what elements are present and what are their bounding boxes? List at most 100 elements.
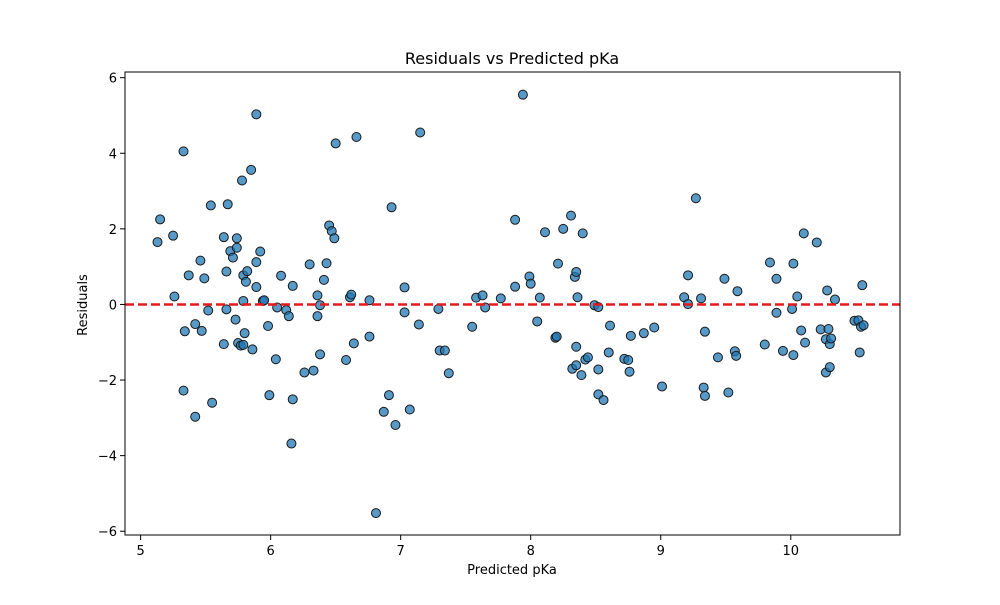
data-point [207, 397, 218, 408]
data-point [798, 228, 809, 239]
x-tick-label: 7 [397, 544, 405, 559]
data-point [255, 246, 266, 257]
data-point [699, 326, 710, 337]
y-tick-label: 0 [109, 298, 117, 313]
data-point [221, 266, 232, 277]
data-point [857, 280, 868, 291]
y-axis-label: Residuals [76, 274, 91, 336]
data-point [698, 382, 709, 393]
data-point [534, 292, 545, 303]
plot-area-frame [124, 71, 901, 536]
data-point [822, 285, 833, 296]
data-point [571, 360, 582, 371]
data-point [178, 146, 189, 157]
data-point [239, 328, 250, 339]
y-axis-ticks: −6 −4 −2 0 2 4 6 [98, 72, 125, 540]
data-point [230, 314, 241, 325]
data-point [304, 259, 315, 270]
data-point [341, 355, 352, 366]
data-point [558, 223, 569, 234]
data-point [251, 282, 262, 293]
data-point [364, 295, 375, 306]
data-points [152, 89, 869, 519]
x-tick-label: 9 [657, 544, 665, 559]
data-point [221, 304, 232, 315]
data-point [723, 387, 734, 398]
data-point [178, 385, 189, 396]
data-point [415, 127, 426, 138]
data-point [286, 438, 297, 449]
data-point [572, 292, 583, 303]
data-point [404, 404, 415, 415]
data-point [227, 252, 238, 263]
data-point [788, 258, 799, 269]
data-point [251, 109, 262, 120]
data-point [624, 366, 635, 377]
data-point [329, 233, 340, 244]
data-point [510, 214, 521, 225]
y-tick-label: −4 [98, 450, 117, 465]
data-point [525, 278, 536, 289]
data-point [823, 324, 834, 335]
data-point [800, 337, 811, 348]
data-point [276, 270, 287, 281]
data-point [168, 230, 179, 241]
data-point [321, 258, 332, 269]
data-point [222, 199, 233, 210]
data-point [598, 395, 609, 406]
data-point [190, 319, 201, 330]
data-point [287, 280, 298, 291]
data-point [312, 311, 323, 322]
data-point [370, 508, 381, 519]
y-tick-label: 6 [109, 72, 117, 87]
chart-title: Residuals vs Predicted pKa [405, 49, 619, 68]
data-point [683, 270, 694, 281]
data-point [764, 257, 775, 268]
data-point [346, 289, 357, 300]
data-point [467, 321, 478, 332]
data-point [237, 175, 248, 186]
data-point [603, 347, 614, 358]
data-point [263, 320, 274, 331]
data-point [348, 338, 359, 349]
data-point [439, 345, 450, 356]
data-point [759, 339, 770, 350]
data-point [378, 406, 389, 417]
y-tick-label: −2 [98, 374, 117, 389]
data-point [364, 331, 375, 342]
data-point [152, 237, 163, 248]
data-point [190, 411, 201, 422]
data-point [796, 325, 807, 336]
data-point [576, 370, 587, 381]
x-axis-ticks: 5 6 7 8 9 10 [136, 535, 799, 559]
data-point [826, 333, 837, 344]
data-point [625, 330, 636, 341]
data-point [231, 233, 242, 244]
data-point [390, 420, 401, 431]
data-point [771, 273, 782, 284]
data-point [788, 350, 799, 361]
data-point [251, 257, 262, 268]
data-point [696, 293, 707, 304]
data-point [605, 320, 616, 331]
data-point [792, 291, 803, 302]
data-point [829, 294, 840, 305]
data-point [259, 295, 270, 306]
data-point [169, 291, 180, 302]
data-point [787, 303, 798, 314]
data-point [179, 326, 190, 337]
y-tick-label: 2 [109, 223, 117, 238]
data-point [283, 311, 294, 322]
data-point [299, 367, 310, 378]
data-point [386, 202, 397, 213]
data-point [264, 390, 275, 401]
data-point [270, 354, 281, 365]
data-point [183, 270, 194, 281]
data-point [199, 273, 210, 284]
x-tick-label: 5 [136, 544, 144, 559]
y-tick-label: 4 [109, 147, 117, 162]
data-point [517, 89, 528, 100]
data-point [731, 350, 742, 361]
data-point [777, 345, 788, 356]
data-point [205, 200, 216, 211]
